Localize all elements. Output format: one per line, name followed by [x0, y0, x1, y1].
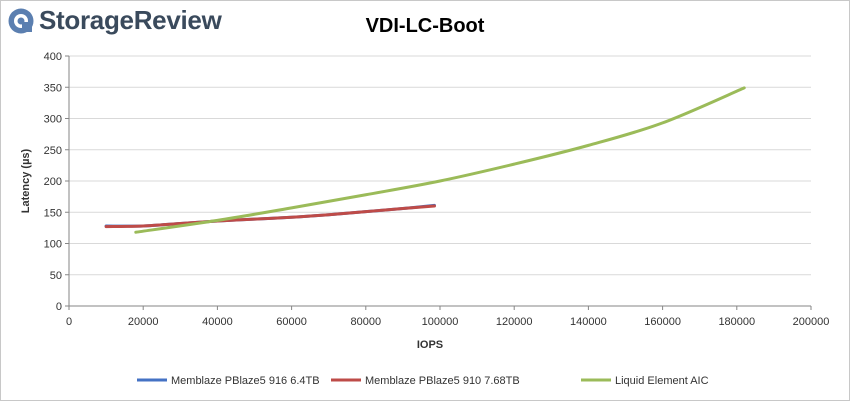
storagereview-logo-icon — [8, 8, 34, 33]
y-axis-title: Latency (µs) — [20, 148, 32, 213]
x-tick-label: 200000 — [793, 316, 830, 328]
x-tick-label: 80000 — [351, 316, 382, 328]
x-tick-label: 0 — [66, 316, 72, 328]
legend-label-1: Memblaze PBlaze5 916 6.4TB — [171, 375, 320, 387]
x-axis-title: IOPS — [417, 339, 443, 351]
y-tick-label: 100 — [44, 239, 62, 251]
series-line-3 — [134, 86, 746, 234]
brand-logo: StorageReview — [7, 5, 222, 36]
legend-label-3: Liquid Element AIC — [615, 375, 709, 387]
x-tick-label: 40000 — [202, 316, 233, 328]
x-tick-label: 160000 — [644, 316, 681, 328]
chart-title: VDI-LC-Boot — [366, 15, 485, 37]
series-line-2 — [104, 204, 436, 229]
y-tick-label: 300 — [44, 114, 62, 126]
y-tick-label: 400 — [44, 51, 62, 63]
x-tick-label: 120000 — [496, 316, 533, 328]
x-tick-label: 100000 — [422, 316, 459, 328]
y-tick-label: 350 — [44, 82, 62, 94]
y-tick-label: 200 — [44, 176, 62, 188]
x-tick-label: 140000 — [570, 316, 607, 328]
x-tick-label: 20000 — [128, 316, 159, 328]
y-tick-label: 50 — [50, 270, 62, 282]
legend-label-2: Memblaze PBlaze5 910 7.68TB — [365, 375, 520, 387]
x-tick-label: 180000 — [718, 316, 755, 328]
x-tick-label: 60000 — [276, 316, 307, 328]
y-tick-label: 250 — [44, 145, 62, 157]
y-tick-label: 0 — [56, 301, 62, 313]
brand-name: StorageReview — [39, 5, 222, 35]
y-tick-label: 150 — [44, 207, 62, 219]
